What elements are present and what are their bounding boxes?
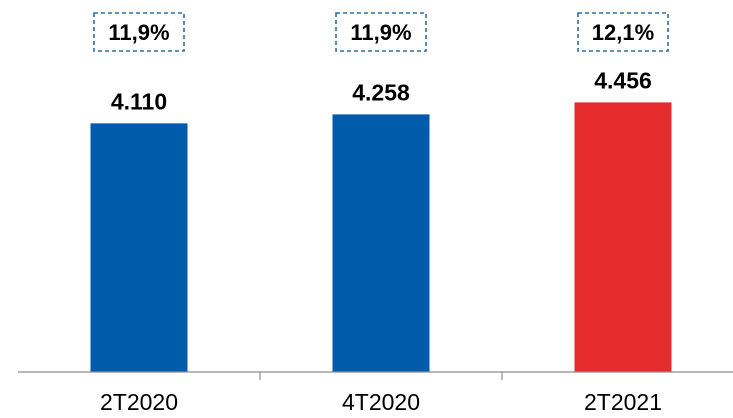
category-label-2T2020: 2T2020	[100, 389, 178, 415]
value-label-4T2020: 4.258	[352, 79, 410, 105]
category-label-2T2021: 2T2021	[584, 389, 662, 415]
pct-label-2T2021: 12,1%	[592, 20, 654, 45]
bars-layer	[90, 102, 672, 373]
value-label-2T2021: 4.456	[594, 67, 652, 93]
value-label-2T2020: 4.110	[111, 88, 167, 114]
pct-label-2T2020: 11,9%	[108, 20, 169, 45]
labels-layer: 4.110 11,9% 2T2020 4.258 11,9% 4T2020 4.456 12,…	[93, 12, 669, 415]
pct-label-4T2020: 11,9%	[350, 20, 411, 45]
pct-box-2T2020	[93, 12, 185, 52]
bar-4T2020	[332, 114, 430, 373]
category-label-4T2020: 4T2020	[342, 389, 420, 415]
bar-2T2021	[574, 102, 672, 373]
pct-box-4T2020	[335, 12, 427, 52]
x-axis	[18, 371, 733, 380]
bar-2T2020	[90, 123, 188, 372]
pct-box-2T2021	[577, 12, 669, 52]
